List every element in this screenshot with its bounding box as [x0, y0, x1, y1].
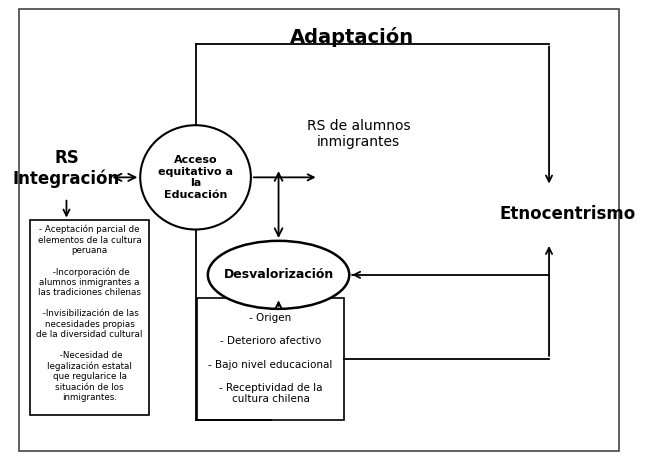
FancyBboxPatch shape	[19, 9, 618, 451]
Text: Etnocentrismo: Etnocentrismo	[499, 205, 635, 223]
Text: - Origen

- Deterioro afectivo

- Bajo nivel educacional

- Receptividad de la
c: - Origen - Deterioro afectivo - Bajo niv…	[208, 313, 333, 404]
Ellipse shape	[208, 241, 349, 309]
Text: RS de alumnos
inmigrantes: RS de alumnos inmigrantes	[307, 119, 410, 149]
Text: RS
Integración: RS Integración	[13, 149, 120, 188]
Text: Acceso
equitativo a
la
Educación: Acceso equitativo a la Educación	[158, 155, 233, 200]
FancyBboxPatch shape	[30, 220, 149, 415]
Text: Desvalorización: Desvalorización	[223, 269, 334, 281]
Ellipse shape	[140, 125, 251, 230]
Text: - Aceptación parcial de
elementos de la cultura
peruana

 -Incorporación de
alum: - Aceptación parcial de elementos de la …	[36, 225, 143, 402]
Text: Adaptación: Adaptación	[290, 27, 414, 47]
FancyBboxPatch shape	[197, 297, 345, 420]
